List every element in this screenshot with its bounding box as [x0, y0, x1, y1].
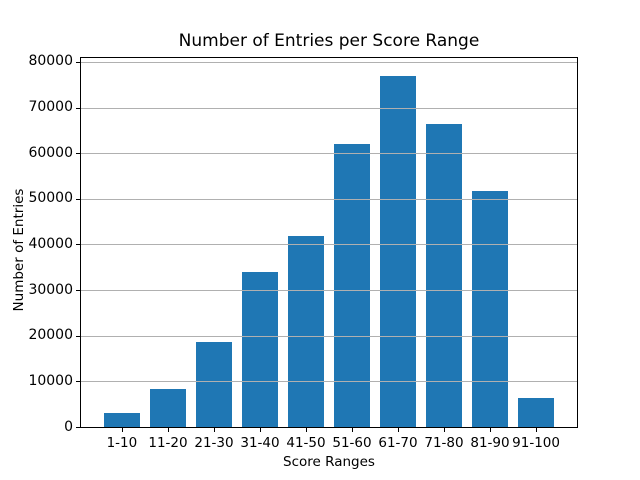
bar [241, 271, 279, 427]
x-tick-label: 71-80 [424, 435, 464, 451]
x-tick-mark [398, 428, 399, 432]
x-tick-label: 31-40 [240, 435, 280, 451]
y-tick-label: 70000 [28, 99, 73, 115]
x-tick-mark [490, 428, 491, 432]
bar [379, 75, 417, 427]
bar [517, 398, 555, 427]
y-tick-label: 30000 [28, 281, 73, 298]
y-tick-label: 0 [64, 418, 73, 435]
x-tick-label: 21-30 [194, 435, 234, 451]
x-tick-label: 91-100 [512, 435, 560, 451]
chart-title: Number of Entries per Score Range [178, 31, 480, 51]
y-tick-mark [76, 427, 80, 428]
x-tick-label: 81-90 [470, 435, 510, 451]
gridline [81, 290, 577, 291]
x-tick-label: 61-70 [378, 435, 418, 451]
y-tick-label: 40000 [28, 235, 73, 252]
x-tick-mark [306, 428, 307, 432]
y-tick-mark [76, 153, 80, 154]
x-tick-label: 1-10 [106, 435, 138, 451]
gridline [81, 153, 577, 154]
bars-layer [81, 58, 577, 427]
y-tick-label: 50000 [28, 190, 73, 207]
x-tick-label: 11-20 [148, 435, 188, 451]
x-tick-mark [536, 428, 537, 432]
bar [149, 388, 187, 427]
x-tick-mark [260, 428, 261, 432]
y-tick-mark [76, 108, 80, 109]
y-tick-mark [76, 381, 80, 382]
bar [425, 123, 463, 427]
bar [195, 341, 233, 427]
y-tick-mark [76, 199, 80, 200]
gridline [81, 199, 577, 200]
x-tick-label: 41-50 [286, 435, 326, 451]
y-tick-mark [76, 244, 80, 245]
x-tick-mark [122, 428, 123, 432]
x-tick-mark [444, 428, 445, 432]
y-tick-mark [76, 336, 80, 337]
y-tick-label: 60000 [28, 144, 73, 161]
x-axis-label: Score Ranges [283, 454, 375, 470]
y-tick-label: 80000 [28, 53, 73, 70]
grid-layer [81, 58, 577, 427]
y-tick-mark [76, 290, 80, 291]
gridline [81, 336, 577, 337]
gridline [81, 381, 577, 382]
x-tick-mark [214, 428, 215, 432]
plot-area [80, 57, 578, 428]
y-tick-label: 10000 [28, 372, 73, 389]
gridline [81, 244, 577, 245]
bar [471, 191, 509, 427]
x-tick-mark [352, 428, 353, 432]
x-tick-mark [168, 428, 169, 432]
gridline [81, 108, 577, 109]
bar [287, 236, 325, 427]
x-tick-label: 51-60 [332, 435, 372, 451]
bar [333, 144, 371, 427]
y-tick-label: 20000 [28, 327, 73, 344]
y-tick-mark [76, 62, 80, 63]
gridline [81, 62, 577, 63]
bar [103, 412, 141, 427]
